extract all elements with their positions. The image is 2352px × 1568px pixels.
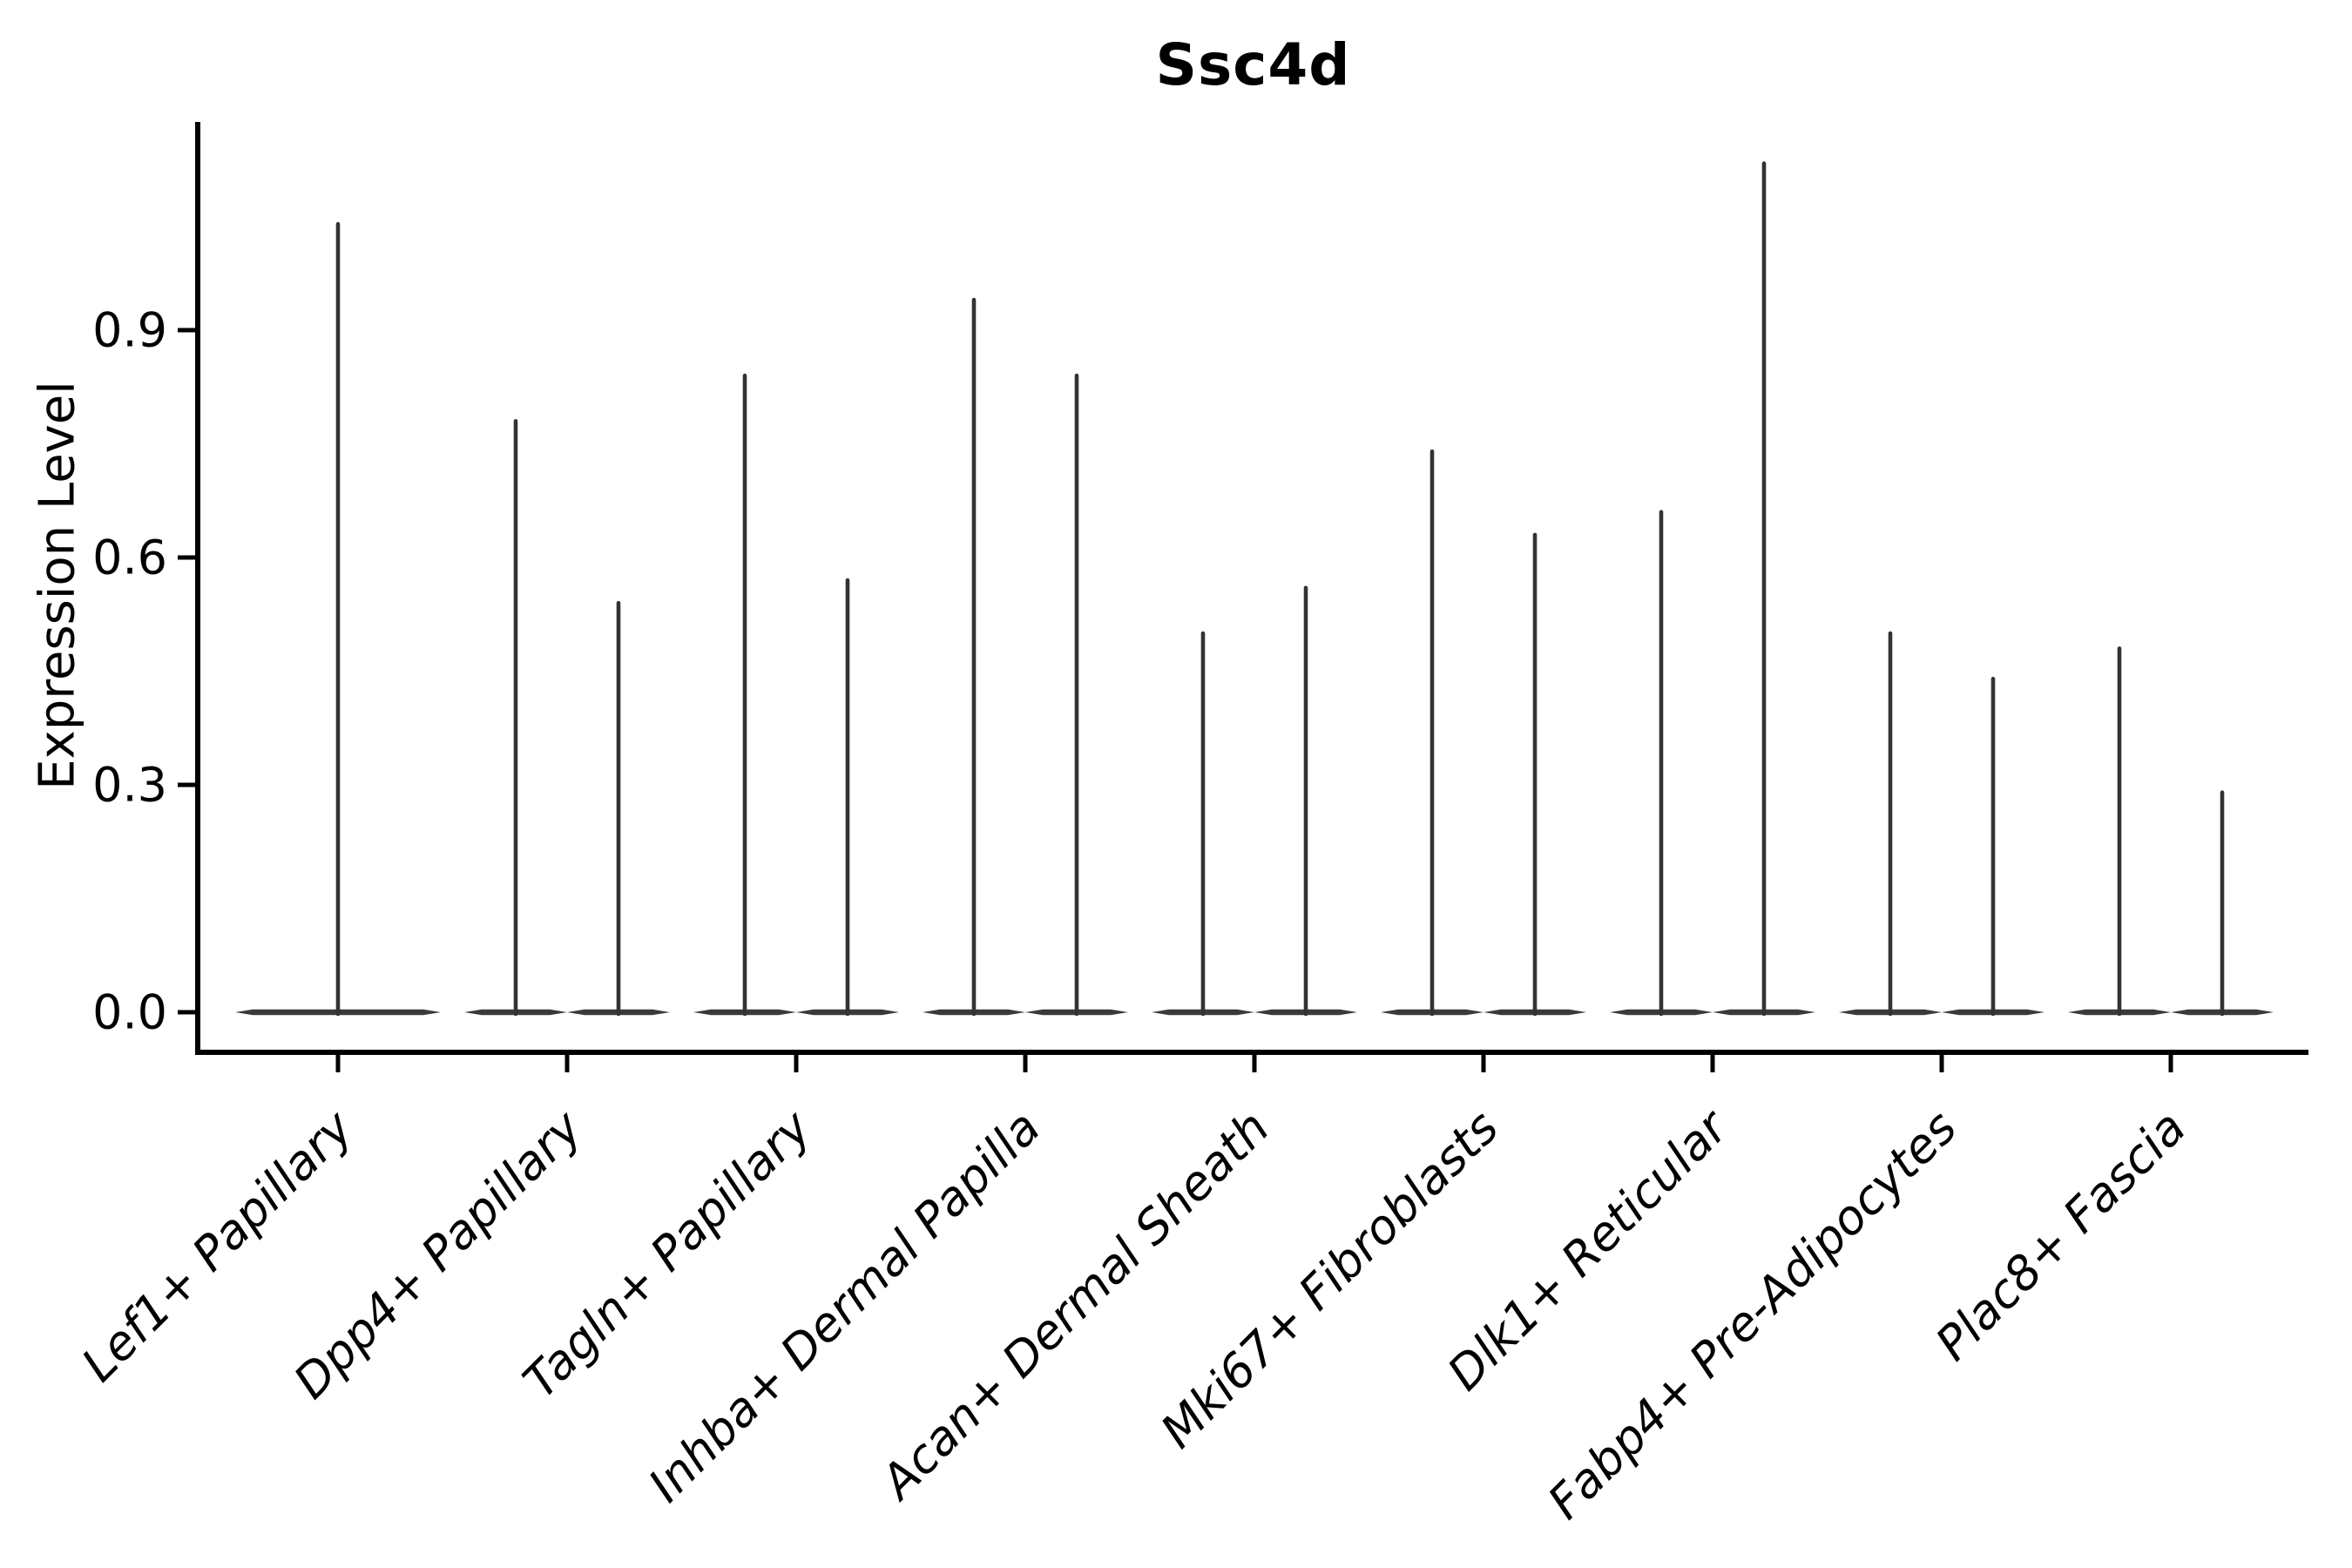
y-axis-spine	[195, 122, 200, 1055]
y-axis-label: Expression Level	[29, 381, 86, 790]
x-tick	[1710, 1055, 1715, 1072]
x-tick	[2168, 1055, 2173, 1072]
y-tick	[178, 782, 195, 787]
x-tick	[335, 1055, 341, 1072]
x-tick	[1252, 1055, 1257, 1072]
chart-title: Ssc4d	[1155, 31, 1351, 98]
y-tick	[178, 555, 195, 560]
x-tick	[564, 1055, 570, 1072]
x-tick-label: Inhba+ Dermal Papilla	[638, 1100, 1051, 1513]
y-tick	[178, 1010, 195, 1015]
y-tick-label: 0.9	[92, 303, 167, 358]
x-tick	[1023, 1055, 1028, 1072]
y-tick-label: 0.6	[92, 531, 167, 585]
x-tick	[794, 1055, 799, 1072]
y-tick	[178, 328, 195, 333]
x-tick	[1939, 1055, 1944, 1072]
x-tick	[1481, 1055, 1486, 1072]
x-tick-label: Plac8+ Fascia	[1925, 1100, 2196, 1371]
y-tick-label: 0.0	[92, 985, 167, 1040]
x-tick-label: Fabp4+ Pre-Adipocytes	[1538, 1100, 1967, 1530]
y-tick-label: 0.3	[92, 758, 167, 813]
x-tick-label: Acan+ Dermal Sheath	[868, 1100, 1280, 1511]
x-axis-spine	[195, 1050, 2308, 1055]
